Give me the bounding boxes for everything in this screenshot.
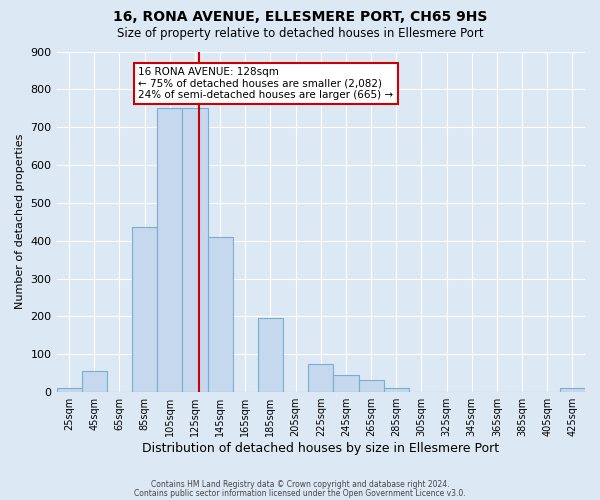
Text: Size of property relative to detached houses in Ellesmere Port: Size of property relative to detached ho… [116, 28, 484, 40]
Bar [56, 388, 82, 392]
Y-axis label: Number of detached properties: Number of detached properties [15, 134, 25, 310]
Bar [132, 228, 157, 392]
Bar [308, 364, 334, 392]
Bar [560, 388, 585, 392]
X-axis label: Distribution of detached houses by size in Ellesmere Port: Distribution of detached houses by size … [142, 442, 499, 455]
Bar [82, 370, 107, 392]
Text: 16, RONA AVENUE, ELLESMERE PORT, CH65 9HS: 16, RONA AVENUE, ELLESMERE PORT, CH65 9H… [113, 10, 487, 24]
Bar [334, 374, 359, 392]
Text: 16 RONA AVENUE: 128sqm
← 75% of detached houses are smaller (2,082)
24% of semi-: 16 RONA AVENUE: 128sqm ← 75% of detached… [139, 67, 394, 100]
Bar [258, 318, 283, 392]
Text: Contains HM Land Registry data © Crown copyright and database right 2024.: Contains HM Land Registry data © Crown c… [151, 480, 449, 489]
Bar [359, 380, 383, 392]
Bar [208, 237, 233, 392]
Bar [157, 108, 182, 392]
Bar [182, 108, 208, 392]
Text: Contains public sector information licensed under the Open Government Licence v3: Contains public sector information licen… [134, 488, 466, 498]
Bar [383, 388, 409, 392]
